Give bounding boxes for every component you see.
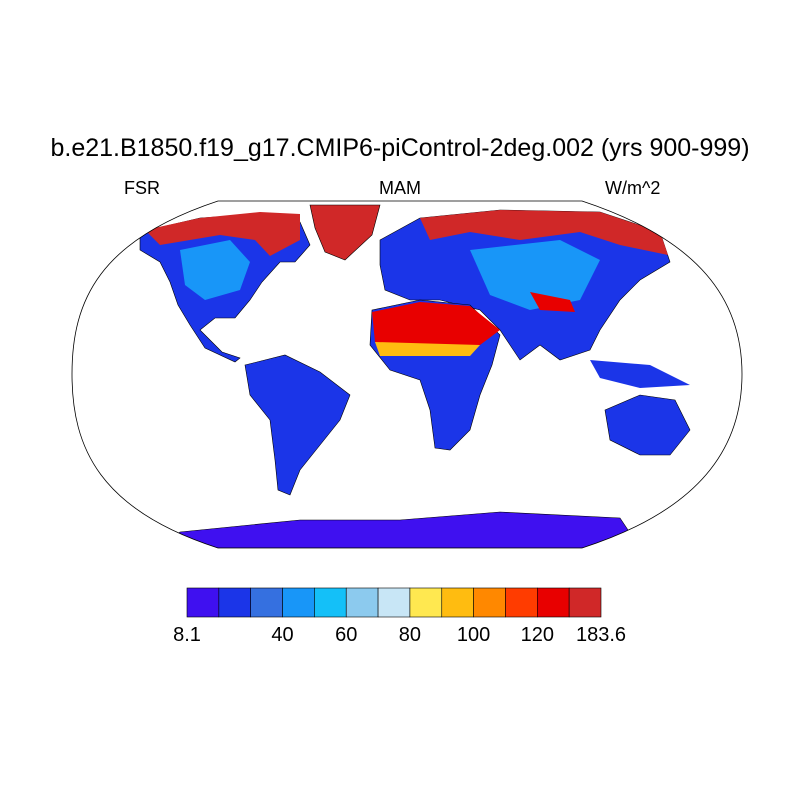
colorbar-box: [537, 587, 570, 618]
colorbar-box: [505, 587, 538, 618]
map-boundary: [71, 200, 743, 549]
colorbar-box: [345, 587, 379, 618]
colorbar-box: [568, 587, 602, 618]
colorbar-box: [409, 587, 443, 618]
colorbar-label: 8.1: [173, 624, 201, 646]
sahara: [372, 302, 500, 348]
center-string: MAM: [379, 178, 421, 198]
north-america-interior: [180, 240, 250, 300]
colorbar-box: [441, 587, 474, 618]
sahel: [375, 342, 480, 356]
colorbar-label: 60: [335, 624, 358, 646]
siberia-snow: [420, 210, 668, 255]
colorbar-box: [314, 587, 347, 618]
colorbar-box: [282, 587, 315, 618]
asia-interior: [470, 240, 600, 310]
colorbar-label: 183.6: [575, 624, 627, 646]
colorbar-label: 100: [456, 624, 491, 646]
arctic-canada: [145, 212, 300, 256]
plot-title: b.e21.B1850.f19_g17.CMIP6-piControl-2deg…: [50, 134, 750, 162]
colorbar-box: [377, 587, 411, 618]
colorbar: [186, 587, 602, 618]
colorbar-label: 120: [520, 624, 554, 646]
land-field: [139, 204, 691, 548]
south-america: [244, 354, 351, 496]
colorbar-box: [218, 587, 251, 618]
colorbar-box: [186, 587, 220, 618]
left-string: FSR: [124, 178, 160, 198]
colorbar-label: 80: [398, 624, 422, 646]
antarctica: [159, 511, 641, 548]
tibet: [530, 292, 575, 312]
greenland: [309, 204, 381, 261]
australia: [604, 394, 691, 456]
colorbar-box: [473, 587, 506, 618]
maritime-continent: [590, 360, 690, 388]
right-string: W/m^2: [605, 178, 661, 198]
colorbar-box: [250, 587, 283, 618]
colorbar-label: 40: [271, 624, 294, 646]
